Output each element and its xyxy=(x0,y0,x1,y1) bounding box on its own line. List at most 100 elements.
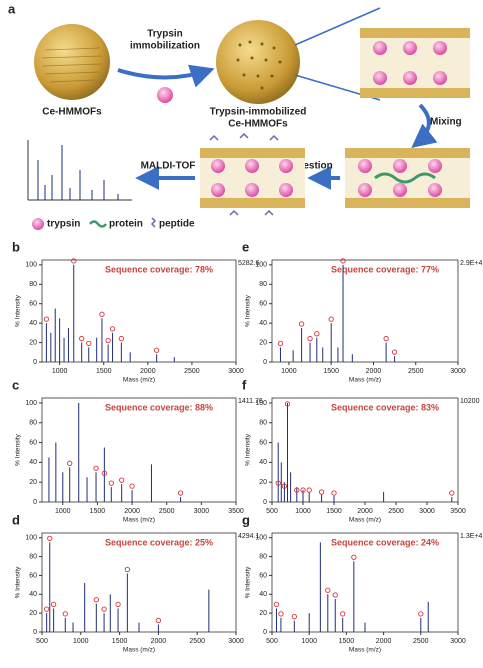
matched-peak xyxy=(273,601,280,608)
y-tick-label: 80 xyxy=(259,281,267,288)
y-axis-label: % Intensity xyxy=(245,566,252,599)
schematic: a Ce-HMMOFs Trypsin immobilization Tryps… xyxy=(8,1,470,230)
x-tick-label: 1000 xyxy=(295,508,311,515)
x-tick-label: 500 xyxy=(266,638,278,645)
matched-peak xyxy=(383,335,389,342)
channel xyxy=(200,132,305,216)
y-tick-label: 0 xyxy=(263,629,267,636)
y-axis-label: % Intensity xyxy=(15,566,22,599)
sphere xyxy=(216,20,300,104)
matched-peak xyxy=(449,490,455,496)
plot-frame xyxy=(41,259,237,363)
spectrum-panel: d 0 20 40 60 80 100 500 1000 1500 2000 2500 3000 Mass… xyxy=(12,512,260,653)
matched-peak xyxy=(291,614,297,620)
x-tick-label: 2000 xyxy=(151,638,167,645)
y-tick-label: 100 xyxy=(25,535,37,542)
x-tick-label: 2500 xyxy=(189,638,205,645)
legend-label: peptide xyxy=(159,219,195,230)
y-axis-label: % Intensity xyxy=(245,294,252,327)
matched-peak xyxy=(115,601,121,608)
x-tick-label: 2000 xyxy=(357,508,373,515)
y-tick-label: 0 xyxy=(33,629,37,636)
matched-peak xyxy=(47,535,53,542)
matched-peak xyxy=(275,480,281,486)
matched-peak xyxy=(119,477,125,483)
label: Digestion xyxy=(287,161,333,172)
matched-peak xyxy=(101,606,107,612)
matched-peak xyxy=(43,316,50,322)
y-tick-label: 60 xyxy=(259,572,267,579)
x-tick-label: 2000 xyxy=(376,638,392,645)
y-axis-label: % Intensity xyxy=(245,433,252,466)
matched-peak xyxy=(277,340,284,347)
max-intensity: 1411.76 xyxy=(238,398,263,405)
matched-peak xyxy=(118,335,125,342)
matched-peak xyxy=(93,465,99,471)
panel-label: a xyxy=(8,1,16,16)
matched-peak xyxy=(99,311,105,317)
y-tick-label: 80 xyxy=(29,420,37,427)
y-tick-label: 100 xyxy=(255,535,267,542)
x-tick-label: 3500 xyxy=(228,508,244,515)
y-tick-label: 80 xyxy=(29,281,37,288)
spectrum-panel: c 0 20 40 60 80 100 1000 1500 2000 2500 3000 3500 Mas… xyxy=(12,377,263,523)
label: Ce-HMMOFs xyxy=(42,107,102,118)
plot-frame xyxy=(271,532,459,633)
panel-label: e xyxy=(242,239,249,254)
matched-peak xyxy=(307,335,313,342)
matched-peak xyxy=(340,258,346,264)
matched-peak xyxy=(314,331,320,337)
trypsin-icon xyxy=(157,87,173,103)
panel-label: g xyxy=(242,512,250,527)
y-axis-label: % Intensity xyxy=(15,433,22,466)
x-tick-label: 2000 xyxy=(366,368,382,375)
matched-peak xyxy=(318,489,325,495)
x-tick-label: 1500 xyxy=(326,508,342,515)
matched-peak xyxy=(71,258,77,264)
matched-peak xyxy=(93,597,99,603)
y-tick-label: 0 xyxy=(33,359,37,366)
y-tick-label: 60 xyxy=(259,439,267,446)
y-tick-label: 0 xyxy=(263,359,267,366)
label: MALDI-TOF xyxy=(141,161,196,172)
y-tick-label: 40 xyxy=(259,591,267,598)
x-axis-label: Mass (m/z) xyxy=(349,377,381,384)
matched-peak xyxy=(391,349,398,355)
mini-spectrum xyxy=(27,140,132,201)
legend-label: trypsin xyxy=(47,219,80,230)
label: Ce-HMMOFs xyxy=(228,119,288,130)
matched-peak xyxy=(306,487,312,493)
matched-peak xyxy=(62,611,68,617)
y-tick-label: 80 xyxy=(259,553,267,560)
matched-peak xyxy=(79,335,85,342)
y-tick-label: 100 xyxy=(255,400,267,407)
y-tick-label: 80 xyxy=(29,553,37,560)
x-tick-label: 1500 xyxy=(112,638,128,645)
x-axis-label: Mass (m/z) xyxy=(349,647,381,654)
y-tick-label: 80 xyxy=(259,420,267,427)
y-axis-label: % Intensity xyxy=(15,294,22,327)
max-intensity: 1.3E+4 xyxy=(460,533,482,540)
matched-peak xyxy=(50,601,57,608)
x-axis-label: Mass (m/z) xyxy=(123,517,155,524)
y-tick-label: 40 xyxy=(259,459,267,466)
panel-label: c xyxy=(12,377,19,392)
zoom-line xyxy=(294,7,381,46)
coverage-title: Sequence coverage: 88% xyxy=(105,402,213,412)
spectrum-panel: f 0 20 40 60 80 100 500 1000 1500 2000 2500 3000 3500… xyxy=(242,377,480,523)
legend-icon xyxy=(32,218,44,230)
matched-peak xyxy=(300,487,306,493)
sphere xyxy=(34,24,110,100)
max-intensity: 4294.1 xyxy=(238,533,260,540)
matched-peak xyxy=(331,490,337,496)
matched-peak xyxy=(340,611,346,617)
channel xyxy=(345,148,470,208)
y-tick-label: 100 xyxy=(25,262,37,269)
x-tick-label: 1500 xyxy=(90,508,106,515)
plot-frame xyxy=(41,397,237,503)
x-tick-label: 1000 xyxy=(52,368,68,375)
x-axis-label: Mass (m/z) xyxy=(349,517,381,524)
x-tick-label: 2500 xyxy=(388,508,404,515)
x-tick-label: 3500 xyxy=(450,508,466,515)
